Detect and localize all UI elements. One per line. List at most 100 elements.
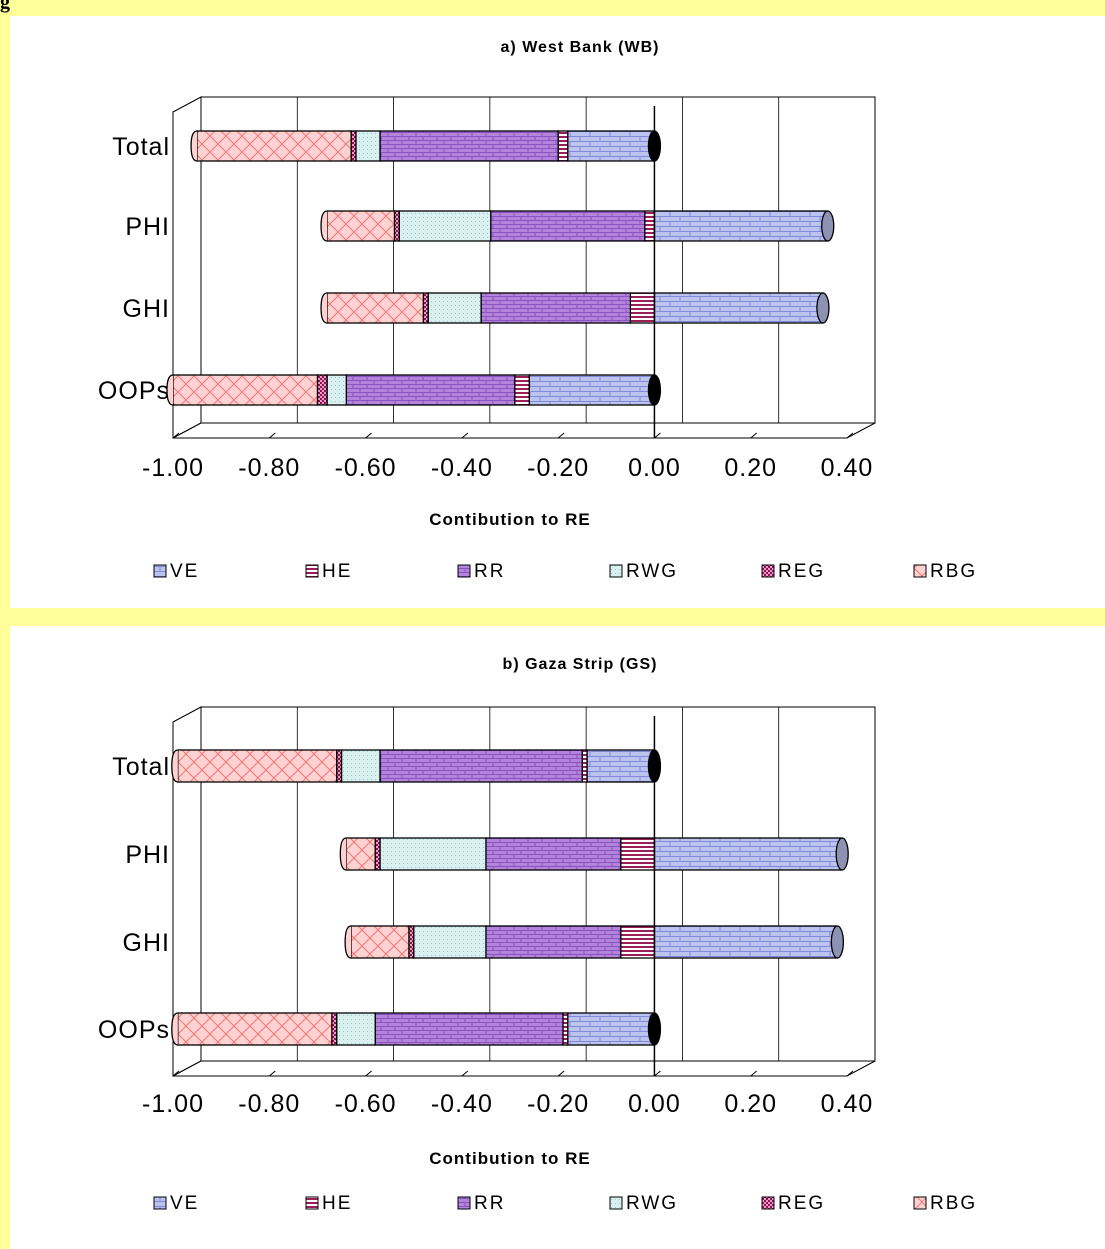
bar-segment-rbg xyxy=(345,837,376,871)
bar-segment-reg xyxy=(408,925,415,959)
bar-segment-ve xyxy=(567,130,656,162)
bar-segment-rwg xyxy=(355,130,381,162)
bar-segment-rwg xyxy=(326,374,347,406)
chart-title: b) Gaza Strip (GS) xyxy=(503,656,658,673)
bar-segment-reg xyxy=(422,292,429,324)
bar-segment-rr xyxy=(490,210,646,242)
x-tick-label: 0.20 xyxy=(724,454,777,482)
x-tick-mark xyxy=(557,1070,565,1077)
legend-label: HE xyxy=(322,561,352,582)
x-tick-label: -0.40 xyxy=(431,1090,493,1118)
legend-label: RR xyxy=(474,1193,505,1214)
bar-segment-ve xyxy=(653,837,843,871)
bar-segment-rr xyxy=(379,130,559,162)
bar-segment-ve xyxy=(586,749,656,783)
legend-label: VE xyxy=(170,561,199,582)
legend-swatch-rr xyxy=(457,564,471,578)
x-tick-mark xyxy=(654,1070,661,1077)
legend-swatch-ve xyxy=(153,1196,167,1210)
bar-segment-reg xyxy=(350,130,357,162)
bar-segment-rbg xyxy=(326,210,396,242)
x-tick-mark xyxy=(365,432,372,439)
category-label: Total xyxy=(112,753,170,781)
legend-swatch-he xyxy=(305,1196,319,1210)
legend-swatch-rwg xyxy=(609,1196,623,1210)
bar-segment-rwg xyxy=(398,210,492,242)
bar-cap-left xyxy=(320,292,328,324)
bar-segment-he xyxy=(557,130,569,162)
bar-segment-ve xyxy=(653,210,829,242)
x-tick-mark xyxy=(461,1070,469,1077)
x-tick-label: -0.60 xyxy=(335,454,397,482)
x-tick-mark xyxy=(365,1070,372,1077)
bar-segment-rwg xyxy=(427,292,482,324)
bar-segment-ve xyxy=(653,292,824,324)
legend-swatch-reg xyxy=(761,1196,775,1210)
bar-segment-reg xyxy=(316,374,328,406)
x-axis-title: Contibution to RE xyxy=(429,510,590,529)
legend-label: RWG xyxy=(626,1193,678,1214)
bar-segment-reg xyxy=(374,837,381,871)
x-tick-label: 0.40 xyxy=(821,1090,874,1118)
bar-segment-he xyxy=(581,749,588,783)
x-tick-mark xyxy=(557,432,565,439)
legend-label: RBG xyxy=(930,1193,977,1214)
category-label: GHI xyxy=(123,929,170,957)
category-label: OOPs xyxy=(98,377,170,405)
bar-cap-left xyxy=(171,749,178,783)
chart-gaza-strip: b) Gaza Strip (GS) -1.00 -0.80 -0.60 -0.40 -0… xyxy=(98,656,977,1214)
x-tick-label: -0.80 xyxy=(238,1090,300,1118)
legend-swatch-ve xyxy=(153,564,167,578)
legend-label: HE xyxy=(322,1193,352,1214)
x-tick-label: -0.60 xyxy=(335,1090,397,1118)
x-tick-label: 0.40 xyxy=(821,454,874,482)
chart-west-bank: a) West Bank (WB) -1.00 -0.80 -0.60 -0.40 -0.… xyxy=(98,39,975,582)
bar-segment-rbg xyxy=(196,130,352,162)
bar-segment-he xyxy=(644,210,656,242)
bar-segment-reg xyxy=(393,210,400,242)
x-tick-mark xyxy=(750,432,758,439)
x-tick-mark xyxy=(461,432,469,439)
bar-segment-he xyxy=(620,925,656,959)
x-tick-mark xyxy=(846,1070,854,1077)
category-label: Total xyxy=(112,133,170,161)
bar-segment-rr xyxy=(485,925,622,959)
chart-panel-west-bank: a) West Bank (WB) -1.00 -0.80 -0.60 -0.40 -0.… xyxy=(10,16,1105,608)
bar-segment-he xyxy=(629,292,656,324)
bar-segment-rbg xyxy=(326,292,424,324)
bar-segment-ve xyxy=(528,374,656,406)
bar-segment-rbg xyxy=(177,1012,333,1046)
legend-label: RWG xyxy=(626,561,678,582)
category-label: PHI xyxy=(125,841,170,869)
x-tick-mark xyxy=(750,1070,758,1077)
legend-label: RR xyxy=(474,561,505,582)
legend-swatch-rbg xyxy=(913,564,927,578)
x-tick-mark xyxy=(846,432,854,439)
legend-label: REG xyxy=(778,561,825,582)
bar-segment-he xyxy=(514,374,530,406)
x-tick-label: -0.40 xyxy=(431,454,493,482)
x-tick-label: 0.00 xyxy=(628,454,681,482)
bar-segment-he xyxy=(562,1012,569,1046)
legend-swatch-rwg xyxy=(609,564,623,578)
bar-cap-left xyxy=(320,210,328,242)
x-tick-mark xyxy=(268,432,276,439)
bar-segment-he xyxy=(620,837,656,871)
figure-caption: g xyxy=(0,0,10,13)
x-tick-label: -1.00 xyxy=(142,454,204,482)
bar-cap-left xyxy=(166,374,174,406)
bar-segment-rbg xyxy=(350,925,410,959)
x-tick-mark xyxy=(654,432,661,439)
bar-segment-rr xyxy=(345,374,516,406)
category-label: OOPs xyxy=(98,1016,170,1044)
bar-cap-right xyxy=(816,292,830,324)
bar-segment-rr xyxy=(374,1012,564,1046)
bar-cap-right xyxy=(835,837,849,871)
chart-panel-gaza-strip: b) Gaza Strip (GS) -1.00 -0.80 -0.60 -0.40 -0… xyxy=(10,626,1105,1249)
x-tick-label: 0.20 xyxy=(724,1090,777,1118)
bar-segment-ve xyxy=(653,925,839,959)
category-label: PHI xyxy=(125,213,170,241)
x-tick-label: -0.80 xyxy=(238,454,300,482)
x-tick-label: -0.20 xyxy=(527,454,589,482)
bar-segment-rwg xyxy=(413,925,487,959)
